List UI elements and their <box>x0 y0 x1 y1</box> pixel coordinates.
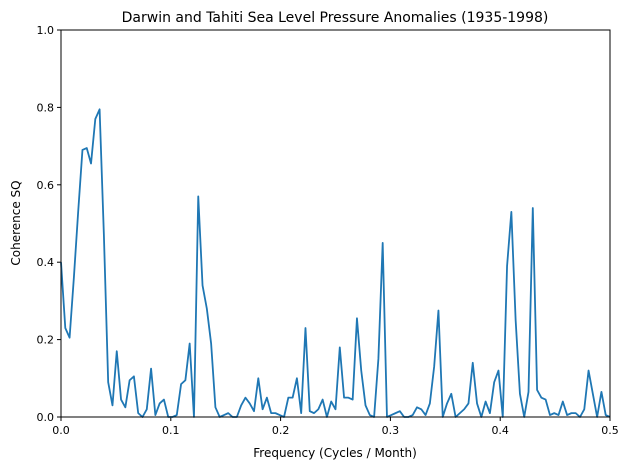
x-tick-label: 0.2 <box>272 424 290 437</box>
x-tick-label: 0.3 <box>382 424 400 437</box>
y-tick-label: 0.8 <box>37 101 55 114</box>
y-tick-label: 0.6 <box>37 179 55 192</box>
plot-frame <box>60 29 611 418</box>
x-tick-label: 0.1 <box>162 424 180 437</box>
y-tick-label: 0.0 <box>37 411 55 424</box>
series-line <box>60 108 611 418</box>
y-tick-label: 1.0 <box>37 24 55 37</box>
y-tick-label: 0.2 <box>37 334 55 347</box>
y-axis-label: Coherence SQ <box>9 180 23 265</box>
y-tick-label: 0.4 <box>37 256 55 269</box>
chart-title: Darwin and Tahiti Sea Level Pressure Ano… <box>122 10 549 26</box>
x-tick-label: 0.0 <box>52 424 70 437</box>
x-tick-label: 0.5 <box>601 424 619 437</box>
x-tick-label: 0.4 <box>491 424 509 437</box>
x-axis-label: Frequency (Cycles / Month) <box>253 446 417 460</box>
